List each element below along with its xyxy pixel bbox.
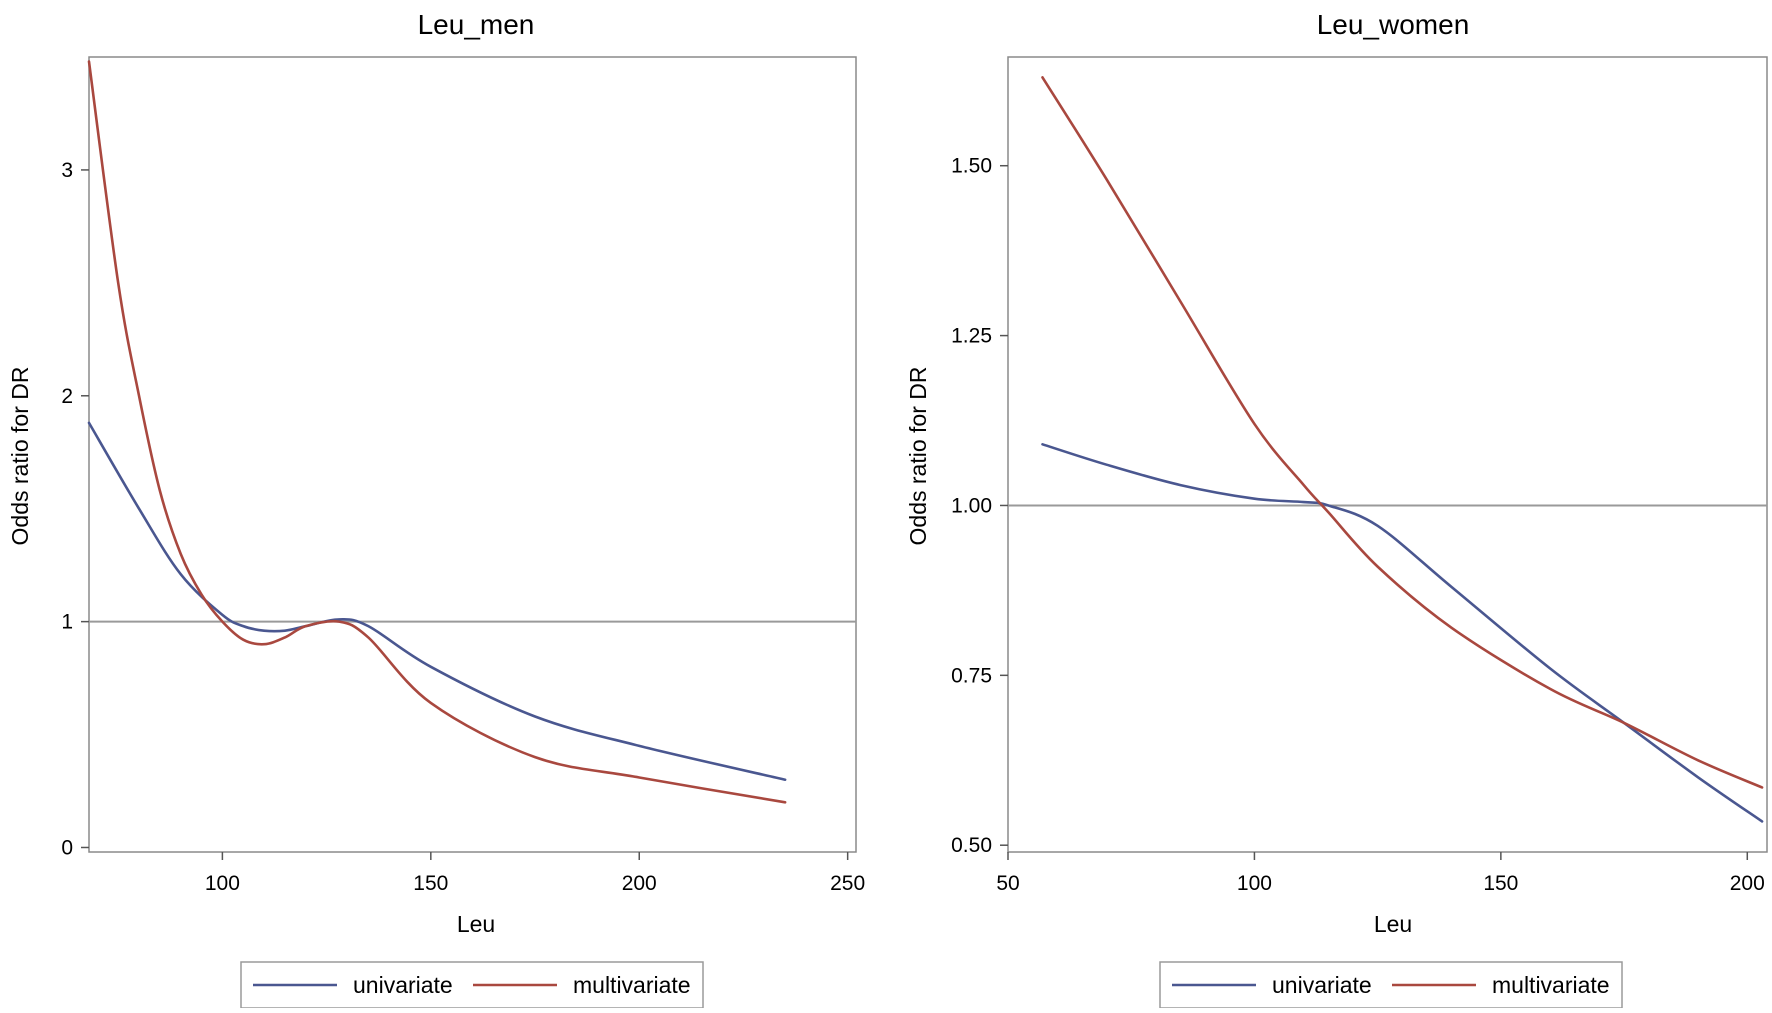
- chart-title: Leu_women: [1317, 9, 1470, 40]
- series-line-multivariate: [1041, 76, 1764, 789]
- series-line-multivariate: [87, 60, 787, 804]
- x-tick-label: 200: [622, 872, 657, 895]
- plot-frame: [88, 56, 857, 853]
- y-tick-label: 1.50: [951, 155, 992, 178]
- y-tick-label: 0: [61, 836, 73, 859]
- x-axis-label: Leu: [1374, 911, 1412, 937]
- panel-leu-men: Leu_men Odds ratio for DR Leu 100 150 200 2…: [7, 9, 865, 1009]
- y-axis-label: Odds ratio for DR: [905, 367, 931, 546]
- y-tick-label: 1: [61, 611, 73, 634]
- legend-label-multivariate: multivariate: [573, 972, 691, 998]
- x-tick-label: 100: [1237, 872, 1272, 895]
- x-tick-label: 200: [1730, 872, 1765, 895]
- y-tick-label: 1.00: [951, 494, 992, 517]
- x-tick-label: 50: [996, 872, 1019, 895]
- series-line-univariate: [87, 421, 787, 782]
- y-tick-label: 1.25: [951, 325, 992, 348]
- y-tick-label: 3: [61, 159, 73, 182]
- panel-leu-women: Leu_women Odds ratio for DR Leu 50 100 150…: [905, 9, 1768, 1009]
- y-tick-label: 2: [61, 385, 73, 408]
- legend-label-univariate: univariate: [353, 972, 453, 998]
- x-tick-label: 150: [1483, 872, 1518, 895]
- y-tick-label: 0.50: [951, 834, 992, 857]
- plot-frame: [1007, 56, 1768, 853]
- legend-label-multivariate: multivariate: [1492, 972, 1610, 998]
- x-tick-label: 250: [830, 872, 865, 895]
- x-tick-label: 150: [413, 872, 448, 895]
- series-line-univariate: [1041, 443, 1764, 823]
- legend-label-univariate: univariate: [1272, 972, 1372, 998]
- x-axis-label: Leu: [457, 911, 495, 937]
- chart-title: Leu_men: [418, 9, 535, 40]
- x-tick-label: 100: [205, 872, 240, 895]
- y-axis-label: Odds ratio for DR: [7, 367, 33, 546]
- y-tick-label: 0.75: [951, 664, 992, 687]
